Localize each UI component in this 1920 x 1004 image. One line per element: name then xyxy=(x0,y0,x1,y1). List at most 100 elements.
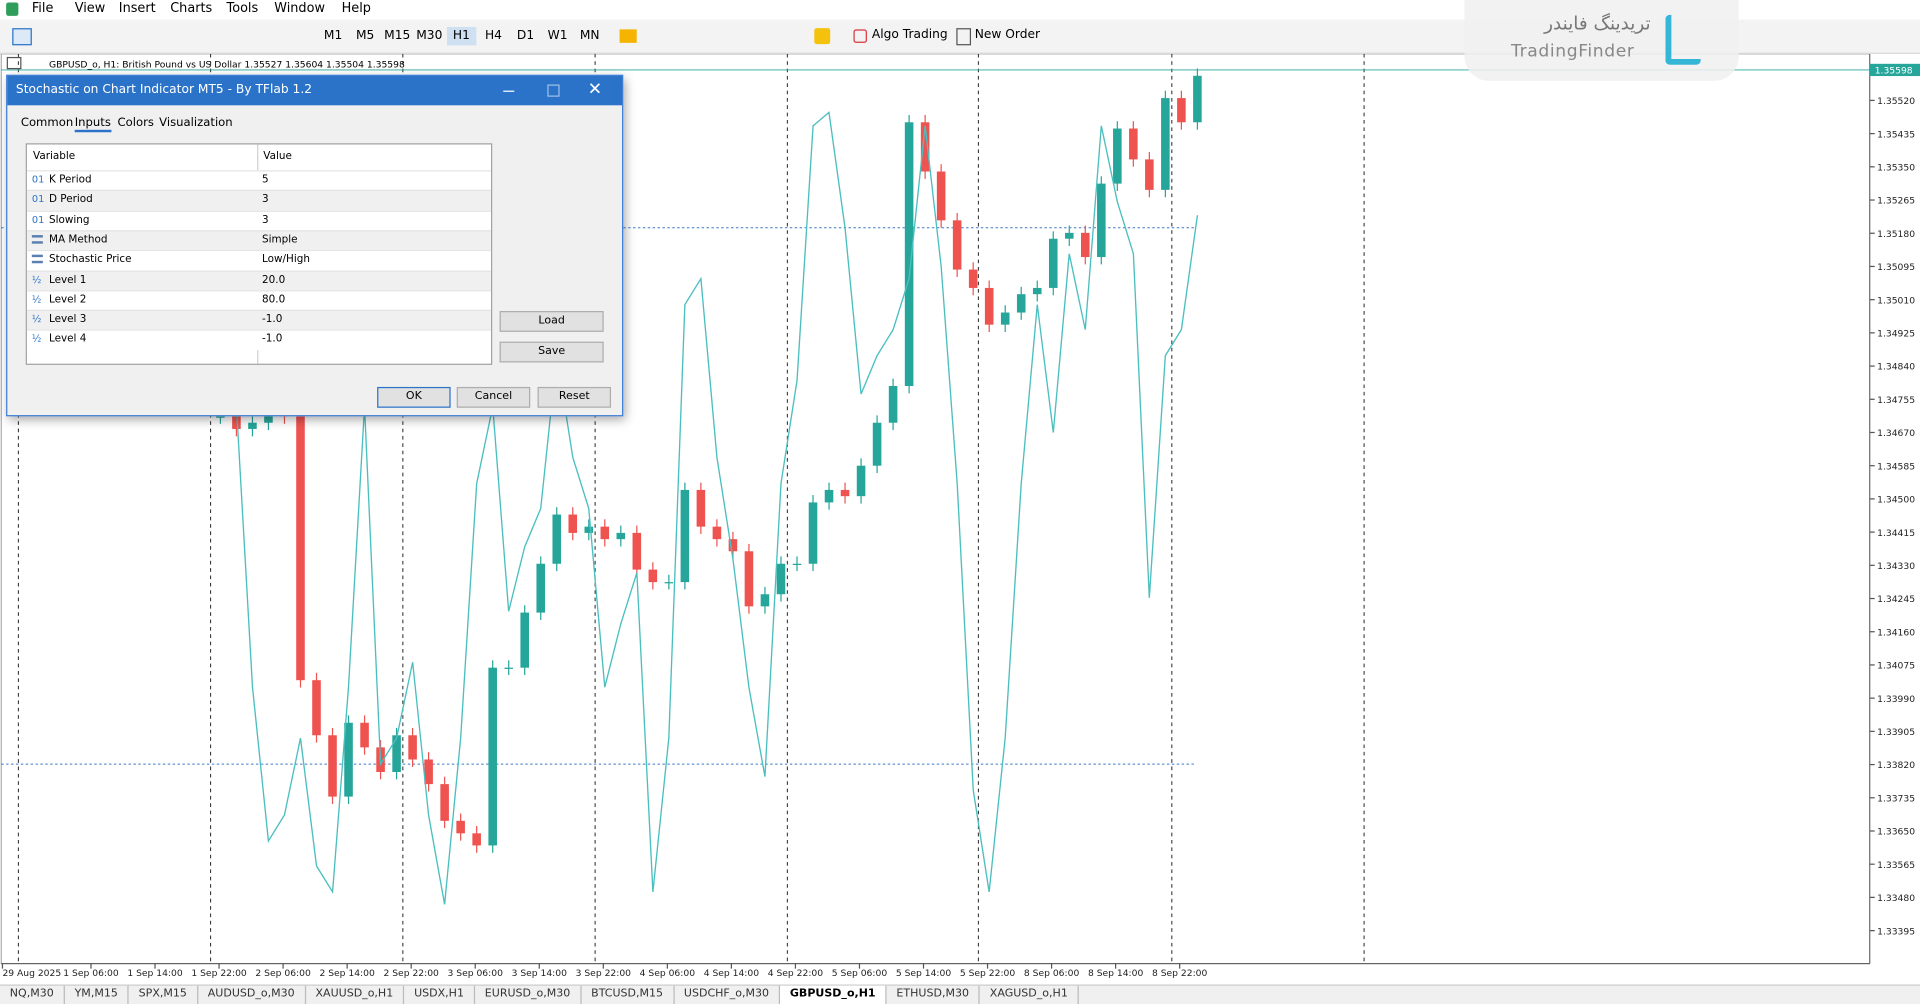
chart-tab[interactable]: XAGUSD_o,H1 xyxy=(980,985,1079,1004)
menu-item[interactable]: Insert xyxy=(118,1,156,16)
row-value[interactable]: 80.0 xyxy=(262,293,286,306)
candle xyxy=(488,667,497,846)
inputs-grid: Variable Value 01 K Period 5 01 D Period 3 01 Slo… xyxy=(25,143,493,365)
new-order-button[interactable]: New Order xyxy=(974,28,1041,42)
candle xyxy=(568,514,578,533)
time-label: 1 Sep 06:00 xyxy=(63,968,119,979)
menu-item[interactable]: View xyxy=(74,1,106,16)
close-button[interactable]: ✕ xyxy=(587,79,603,100)
chart-tab[interactable]: USDCHF_o,M30 xyxy=(674,985,781,1004)
ok-button[interactable]: OK xyxy=(377,386,451,408)
candle xyxy=(328,735,337,797)
row-value[interactable]: -1.0 xyxy=(262,313,283,326)
candle xyxy=(664,582,674,584)
cancel-button[interactable]: Cancel xyxy=(456,386,531,408)
candle xyxy=(392,735,401,772)
candle xyxy=(456,820,465,834)
cursor-tool[interactable] xyxy=(12,28,32,46)
current-price-label: 1.35598 xyxy=(1875,66,1913,77)
timeframe-button[interactable]: W1 xyxy=(547,29,568,43)
timeframe-button[interactable]: MN xyxy=(579,29,600,43)
time-label: 8 Sep 14:00 xyxy=(1088,968,1144,979)
chart-tab-bar: NQ,M30 YM,M15 SPX,M15 AUDUSD_o,M30 XAUUSD_o,… xyxy=(0,984,1920,1004)
row-icon: ½ xyxy=(31,273,42,285)
dialog-tab[interactable]: Visualization xyxy=(159,116,233,130)
chart-tab[interactable]: NQ,M30 xyxy=(0,985,65,1004)
new-order-icon xyxy=(956,28,972,46)
timeframe-button[interactable]: M5 xyxy=(355,29,375,43)
price-label: 1.35435 xyxy=(1877,129,1915,140)
chart-tab[interactable]: SPX,M15 xyxy=(129,985,198,1004)
menu-bar: File View Insert Charts Tools Window Help xyxy=(0,0,1920,20)
candle xyxy=(1193,75,1202,123)
price-label: 1.33395 xyxy=(1877,926,1915,937)
row-name: D Period xyxy=(48,193,93,207)
folder-icon[interactable] xyxy=(619,29,637,43)
dialog-tab[interactable]: Colors xyxy=(117,116,154,130)
dialog-tab[interactable]: Inputs xyxy=(74,116,111,133)
chart-tab[interactable]: GBPUSD_o,H1 xyxy=(780,985,887,1004)
chart-tab[interactable]: XAUUSD_o,H1 xyxy=(306,985,405,1004)
row-value[interactable]: Simple xyxy=(262,233,298,246)
chart-tab[interactable]: ETHUSD,M30 xyxy=(887,985,981,1004)
dialog-title-bar: ✕ Stochastic on Chart Indicator MT5 - By… xyxy=(7,75,623,106)
indicator-dialog: ✕ Stochastic on Chart Indicator MT5 - By… xyxy=(6,74,624,417)
candle xyxy=(968,269,978,288)
app-icon xyxy=(6,2,19,16)
time-label: 4 Sep 22:00 xyxy=(768,968,824,979)
menu-item[interactable]: Window xyxy=(274,1,325,16)
price-label: 1.34840 xyxy=(1877,362,1915,373)
chart-tab[interactable]: USDX,H1 xyxy=(404,985,476,1004)
row-value[interactable]: Low/High xyxy=(262,253,310,266)
candle xyxy=(952,220,962,270)
market-icon[interactable] xyxy=(814,28,831,45)
grid-row xyxy=(26,210,492,231)
candle xyxy=(1129,128,1138,160)
row-value[interactable]: 20.0 xyxy=(262,273,286,286)
timeframe-button[interactable]: M15 xyxy=(384,29,411,43)
row-value[interactable]: -1.0 xyxy=(262,333,283,346)
candle xyxy=(600,526,610,540)
save-button[interactable]: Save xyxy=(499,341,604,363)
row-value[interactable]: 5 xyxy=(262,173,269,187)
time-label: 8 Sep 06:00 xyxy=(1024,968,1080,979)
timeframe-button[interactable]: D1 xyxy=(516,29,535,43)
row-name: Level 1 xyxy=(48,273,87,286)
chart-tab[interactable]: BTCUSD,M15 xyxy=(581,985,675,1004)
candle xyxy=(1000,312,1010,325)
minimize-button[interactable] xyxy=(503,90,515,92)
menu-item[interactable]: File xyxy=(31,1,54,16)
price-label: 1.34245 xyxy=(1877,594,1915,605)
menu-item[interactable]: Charts xyxy=(170,1,213,16)
menu-item[interactable]: Tools xyxy=(226,1,259,16)
grid-row xyxy=(26,289,492,311)
time-label: 1 Sep 14:00 xyxy=(127,968,183,979)
load-button[interactable]: Load xyxy=(499,311,604,332)
algo-icon xyxy=(853,29,867,43)
chart-tab[interactable]: EURUSD_o,M30 xyxy=(475,985,582,1004)
dialog-tab[interactable]: Common xyxy=(20,116,74,130)
grid-row xyxy=(26,270,492,291)
timeframe-button[interactable]: M1 xyxy=(323,29,343,43)
chart-tab[interactable]: AUDUSD_o,M30 xyxy=(198,985,306,1004)
timeframe-button[interactable]: H4 xyxy=(484,29,502,43)
grid-row xyxy=(26,230,492,251)
time-label: 1 Sep 22:00 xyxy=(191,968,247,979)
menu-item[interactable]: Help xyxy=(341,1,371,16)
stochastic-k-line xyxy=(220,111,1199,905)
candle xyxy=(1097,183,1106,258)
chart-tab[interactable]: YM,M15 xyxy=(65,985,129,1004)
price-label: 1.35520 xyxy=(1877,96,1915,107)
timeframe-button[interactable]: M30 xyxy=(416,29,443,43)
price-label: 1.33565 xyxy=(1877,860,1915,871)
algo-trading-button[interactable]: Algo Trading xyxy=(871,28,948,42)
maximize-button xyxy=(547,84,560,97)
row-value[interactable]: 3 xyxy=(262,213,269,227)
row-value[interactable]: 3 xyxy=(262,193,269,207)
timeframe-button[interactable]: H1 xyxy=(446,26,477,46)
price-label: 1.34415 xyxy=(1877,528,1915,539)
symbol-icon xyxy=(6,56,22,70)
reset-button[interactable]: Reset xyxy=(537,386,612,408)
